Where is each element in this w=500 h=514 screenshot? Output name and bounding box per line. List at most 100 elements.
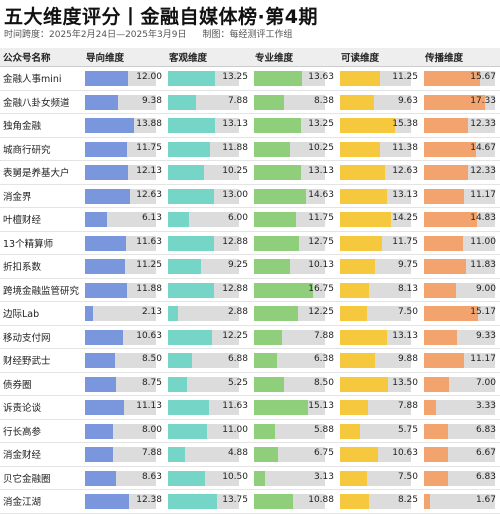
- score-value: 9.75: [397, 260, 418, 270]
- time-span-text: 时间跨度：2025年2月24日—2025年3月9日: [4, 30, 187, 40]
- table-row: 财经野武士 8.50 6.88 6.38 9.88 11.17: [0, 348, 500, 373]
- score-bar-fill: [340, 212, 391, 227]
- score-bar-fill: [254, 188, 306, 204]
- table-row: 叶檀财经 6.13 6.00 11.75 14.25 14.83: [0, 207, 500, 232]
- score-bar-cell: 10.25: [166, 161, 252, 184]
- score-value: 6.88: [227, 354, 248, 364]
- score-bar-track: [424, 71, 495, 86]
- table-row: 贝它金融圈 8.63 10.50 3.13 7.50 6.83: [0, 466, 500, 490]
- score-bar-fill: [424, 306, 478, 321]
- score-value: 11.17: [470, 189, 496, 200]
- score-bar-cell: 10.88: [252, 490, 338, 513]
- dissemination-score-cell: 1.67: [422, 489, 500, 514]
- score-bar-cell: 14.83: [422, 208, 500, 231]
- score-value: 12.33: [470, 119, 496, 129]
- score-value: 6.83: [475, 424, 496, 435]
- score-bar-cell: 13.00: [166, 185, 252, 208]
- score-bar-cell: 6.00: [166, 208, 252, 231]
- score-bar-fill: [340, 329, 387, 345]
- score-bar-fill: [85, 400, 125, 415]
- score-bar-fill: [168, 94, 196, 110]
- score-bar-track: [424, 447, 495, 462]
- score-bar-track: [254, 329, 325, 345]
- dissemination-score-cell: 15.17: [422, 301, 500, 326]
- guidance-score-cell: 12.13: [83, 160, 166, 185]
- objectivity-score-cell: 12.88: [166, 231, 252, 255]
- score-bar-fill: [168, 470, 206, 486]
- score-bar-fill: [340, 376, 388, 392]
- subtitle: 时间跨度：2025年2月24日—2025年3月9日 制图：每经测评工作组: [4, 27, 292, 40]
- score-bar-cell: 11.75: [252, 208, 338, 231]
- score-bar-track: [254, 447, 325, 462]
- professionalism-score-cell: 10.13: [252, 254, 338, 279]
- score-bar-cell: 8.75: [83, 373, 166, 396]
- score-bar-fill: [85, 259, 125, 274]
- score-bar-cell: 14.25: [338, 208, 422, 231]
- score-bar-cell: 13.63: [252, 67, 338, 90]
- score-value: 11.63: [222, 401, 248, 411]
- score-bar-cell: 12.63: [83, 185, 166, 208]
- score-bar-track: [254, 376, 325, 392]
- score-bar-cell: 8.38: [252, 91, 338, 114]
- score-value: 2.13: [141, 307, 162, 317]
- score-bar-track: [168, 329, 239, 345]
- score-bar-fill: [424, 118, 468, 133]
- score-bar-track: [340, 400, 411, 415]
- score-bar-cell: 8.63: [83, 467, 166, 490]
- score-bar-fill: [254, 71, 303, 86]
- score-bar-track: [254, 353, 325, 368]
- professionalism-score-cell: 13.13: [252, 160, 338, 185]
- score-bar-cell: 13.25: [166, 67, 252, 90]
- professionalism-score-cell: 12.25: [252, 301, 338, 326]
- score-bar-track: [424, 118, 495, 133]
- score-bar-track: [424, 188, 495, 204]
- score-value: 11.38: [392, 142, 418, 153]
- score-value: 12.00: [136, 72, 162, 82]
- score-bar-fill: [424, 259, 467, 274]
- score-bar-track: [340, 188, 411, 204]
- professionalism-score-cell: 10.88: [252, 489, 338, 514]
- score-value: 5.75: [397, 424, 418, 435]
- objectivity-score-cell: 13.25: [166, 66, 252, 91]
- score-bar-track: [254, 118, 325, 133]
- score-bar-fill: [424, 282, 456, 298]
- dissemination-score-cell: 14.67: [422, 137, 500, 161]
- guidance-score-cell: 11.88: [83, 278, 166, 302]
- score-bar-fill: [168, 447, 186, 462]
- score-bar-track: [85, 400, 156, 415]
- score-bar-track: [168, 353, 239, 368]
- score-bar-fill: [340, 188, 387, 204]
- score-bar-track: [85, 470, 156, 486]
- score-bar-cell: 11.17: [422, 185, 500, 208]
- score-bar-track: [168, 376, 239, 392]
- score-bar-fill: [340, 165, 385, 180]
- score-value: 13.13: [392, 189, 418, 200]
- dissemination-score-cell: 6.67: [422, 442, 500, 467]
- table-row: 诉责论谈 11.13 11.63 15.13 7.88 3.33: [0, 395, 500, 420]
- score-bar-cell: 7.88: [83, 443, 166, 466]
- score-bar-track: [168, 165, 239, 180]
- score-value: 12.13: [136, 166, 162, 176]
- readability-score-cell: 11.38: [338, 137, 422, 161]
- readability-score-cell: 7.88: [338, 395, 422, 420]
- dissemination-score-cell: 17.33: [422, 90, 500, 114]
- score-bar-fill: [254, 141, 291, 157]
- objectivity-score-cell: 13.00: [166, 184, 252, 208]
- score-value: 3.33: [475, 401, 496, 411]
- score-bar-track: [168, 71, 239, 86]
- score-bar-cell: 7.88: [252, 326, 338, 349]
- score-bar-fill: [254, 259, 290, 274]
- score-value: 12.25: [222, 330, 248, 341]
- score-bar-cell: 14.63: [252, 185, 338, 208]
- score-value: 12.75: [308, 236, 334, 247]
- score-bar-fill: [424, 94, 486, 110]
- readability-score-cell: 11.25: [338, 66, 422, 91]
- score-bar-track: [85, 94, 156, 110]
- score-value: 13.00: [222, 189, 248, 200]
- score-value: 14.25: [392, 213, 418, 223]
- score-bar-fill: [254, 447, 278, 462]
- guidance-score-cell: 7.88: [83, 442, 166, 467]
- score-bar-track: [85, 376, 156, 392]
- score-bar-cell: 10.50: [166, 467, 252, 490]
- score-bar-track: [424, 423, 495, 439]
